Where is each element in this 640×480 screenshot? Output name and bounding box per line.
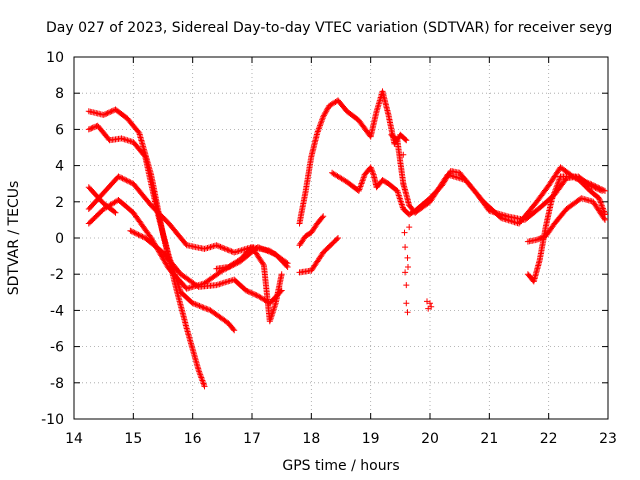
marker-trace (296, 88, 410, 227)
grid (74, 57, 608, 419)
y-axis-label: SDTVAR / TECUs (6, 181, 22, 296)
y-tick-label: -8 (50, 376, 64, 392)
x-tick-label: 22 (540, 431, 558, 447)
y-tick-label: -10 (41, 412, 64, 428)
marker-trace (85, 184, 119, 216)
marker-trace (213, 244, 285, 325)
x-tick-label: 21 (480, 431, 498, 447)
series-arc-i (296, 213, 327, 249)
marker-trace (424, 298, 435, 312)
y-tick-label: -6 (50, 340, 64, 356)
series-arc-j (296, 235, 341, 276)
marker-trace (296, 235, 341, 276)
series-arc-l (388, 131, 608, 227)
series-scatter-1 (400, 151, 413, 316)
marker-trace (524, 173, 608, 285)
marker-trace (524, 195, 608, 245)
x-tick-label: 18 (302, 431, 320, 447)
series-arc-c (85, 173, 291, 267)
marker-trace (400, 151, 413, 316)
series-arc-n (524, 195, 608, 245)
y-tick-label: 2 (55, 195, 64, 211)
marker-trace (85, 173, 291, 267)
series-arc-b (85, 122, 238, 334)
chart-title: Day 027 of 2023, Sidereal Day-to-day VTE… (46, 20, 612, 36)
x-tick-label: 15 (124, 431, 142, 447)
y-tick-label: -4 (50, 303, 64, 319)
x-tick-label: 20 (421, 431, 439, 447)
y-tick-label: 6 (55, 122, 64, 138)
x-tick-label: 17 (243, 431, 261, 447)
series-arc-e (85, 184, 119, 216)
y-tick-label: 8 (55, 86, 64, 102)
series-arc-h (296, 88, 410, 227)
data-marks (85, 88, 608, 390)
x-axis-label: GPS time / hours (282, 458, 399, 474)
marker-trace (85, 122, 238, 334)
y-tick-label: 10 (46, 50, 64, 66)
marker-trace (296, 213, 327, 249)
series-arc-g (213, 244, 285, 325)
x-tick-label: 23 (599, 431, 617, 447)
y-tick-label: 0 (55, 231, 64, 247)
series-scatter-2 (424, 298, 435, 312)
x-tick-label: 19 (362, 431, 380, 447)
x-tick-label: 14 (65, 431, 83, 447)
y-tick-label: 4 (55, 159, 64, 175)
x-tick-label: 16 (184, 431, 202, 447)
y-tick-label: -2 (50, 267, 64, 283)
series-arc-m (524, 173, 608, 285)
marker-trace (388, 131, 608, 227)
